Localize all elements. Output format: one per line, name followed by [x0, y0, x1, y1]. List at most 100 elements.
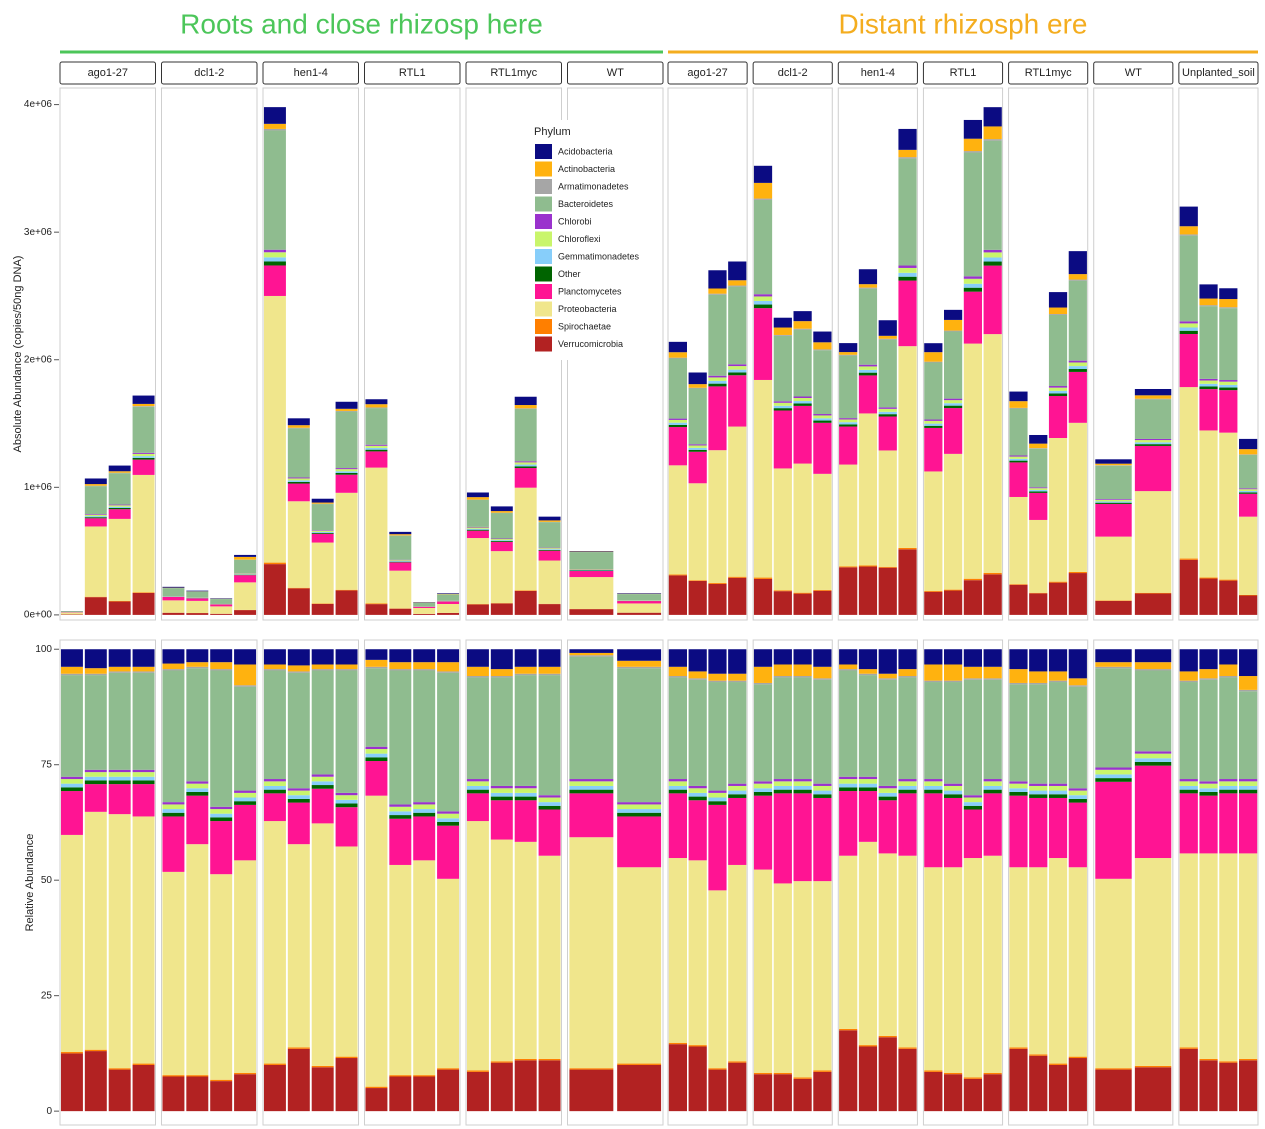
- bar-segment: [514, 466, 537, 469]
- bar-segment: [1068, 788, 1087, 791]
- bar-segment: [858, 364, 878, 367]
- bar-segment: [84, 1051, 107, 1112]
- bar-segment: [878, 673, 897, 679]
- bar-segment: [1134, 399, 1172, 439]
- bar-segment: [389, 570, 412, 609]
- bar-segment: [1134, 592, 1172, 594]
- bar-segment: [1009, 1048, 1028, 1112]
- bar-segment: [162, 802, 185, 805]
- legend-label: Chlorobi: [558, 216, 592, 226]
- bar-segment: [708, 583, 727, 615]
- bar-segment: [1009, 781, 1028, 784]
- legend-swatch: [535, 336, 552, 352]
- bar-segment: [162, 1076, 185, 1112]
- bar-segment: [1134, 444, 1172, 446]
- bar-segment: [1095, 463, 1132, 466]
- bar-segment: [963, 119, 982, 139]
- bar-segment: [878, 792, 897, 797]
- bar-segment: [944, 680, 963, 683]
- bar-segment: [287, 802, 310, 845]
- bar-segment: [287, 477, 310, 479]
- bar-segment: [753, 379, 773, 578]
- bar-segment: [466, 677, 489, 780]
- bar-segment: [1095, 668, 1132, 768]
- bar-segment: [839, 424, 858, 427]
- bar-segment: [132, 671, 155, 673]
- bar-segment: [898, 1047, 917, 1049]
- bar-segment: [668, 1044, 687, 1112]
- bar-segment: [708, 890, 727, 1069]
- y-tick-label: 75: [41, 759, 53, 770]
- bar-segment: [1048, 785, 1068, 791]
- bar-segment: [1179, 334, 1198, 388]
- bar-segment: [793, 676, 812, 678]
- bar-segment: [437, 878, 460, 1069]
- bar-segment: [1029, 1054, 1048, 1056]
- bar-segment: [538, 516, 561, 521]
- bar-segment: [793, 1078, 812, 1112]
- bar-segment: [898, 793, 917, 856]
- bar-segment: [728, 797, 747, 865]
- bar-segment: [963, 649, 982, 667]
- bar-segment: [132, 403, 155, 407]
- bar-segment: [753, 577, 773, 579]
- bar-segment: [514, 792, 537, 797]
- bar-segment: [944, 309, 963, 320]
- bar-segment: [1199, 649, 1218, 670]
- bar-segment: [186, 590, 209, 592]
- bar-segment: [335, 792, 358, 796]
- bar-segment: [1009, 1047, 1028, 1049]
- bar-segment: [287, 478, 310, 481]
- bar-segment: [1239, 785, 1258, 790]
- facet-strip: [465, 61, 562, 85]
- bar-segment: [898, 781, 917, 786]
- bar-segment: [728, 680, 747, 683]
- bar-segment: [793, 664, 812, 677]
- bar-segment: [728, 1061, 747, 1063]
- bar-segment: [1048, 682, 1068, 784]
- bar-segment: [186, 1075, 209, 1077]
- bar-segment: [287, 425, 310, 428]
- bar-segment: [311, 1065, 334, 1068]
- bar-segment: [688, 451, 707, 484]
- bar-segment: [1219, 1062, 1238, 1112]
- bar-segment: [162, 586, 185, 588]
- bar-segment: [1134, 765, 1172, 859]
- bar-segment: [1009, 867, 1028, 1048]
- y-tick-label: 3e+06: [24, 227, 53, 238]
- bar-segment: [924, 471, 943, 591]
- bar-segment: [944, 797, 963, 868]
- bar-segment: [263, 664, 286, 670]
- bar-segment: [1068, 369, 1087, 372]
- bar-segment: [437, 603, 460, 613]
- bar-segment: [924, 789, 943, 794]
- bar-segment: [898, 157, 917, 159]
- facet-label: RTL1: [950, 67, 977, 79]
- bar-segment: [132, 453, 155, 457]
- facet-label: dcl1-2: [194, 67, 224, 79]
- bar-segment: [234, 1074, 257, 1112]
- bar-segment: [84, 1049, 107, 1052]
- bar-segment: [728, 576, 747, 578]
- bar-segment: [287, 1047, 310, 1049]
- bar-segment: [1048, 387, 1068, 391]
- bar-segment: [688, 796, 707, 801]
- bar-segment: [924, 361, 943, 363]
- bar-segment: [728, 682, 747, 784]
- bar-segment: [688, 387, 707, 389]
- bar-segment: [335, 408, 358, 411]
- bar-segment: [210, 604, 233, 607]
- bar-segment: [569, 551, 614, 552]
- bar-segment: [365, 449, 388, 452]
- bar-segment: [569, 1068, 614, 1070]
- bar-segment: [1048, 671, 1068, 681]
- bar-segment: [793, 396, 812, 399]
- bar-segment: [878, 785, 897, 789]
- facet-label: dcl1-2: [778, 67, 808, 79]
- bar-segment: [335, 1058, 358, 1112]
- bar-segment: [617, 1063, 662, 1065]
- bar-segment: [728, 366, 747, 370]
- bar-segment: [514, 841, 537, 1059]
- bar-segment: [1095, 666, 1132, 669]
- bar-segment: [668, 419, 687, 423]
